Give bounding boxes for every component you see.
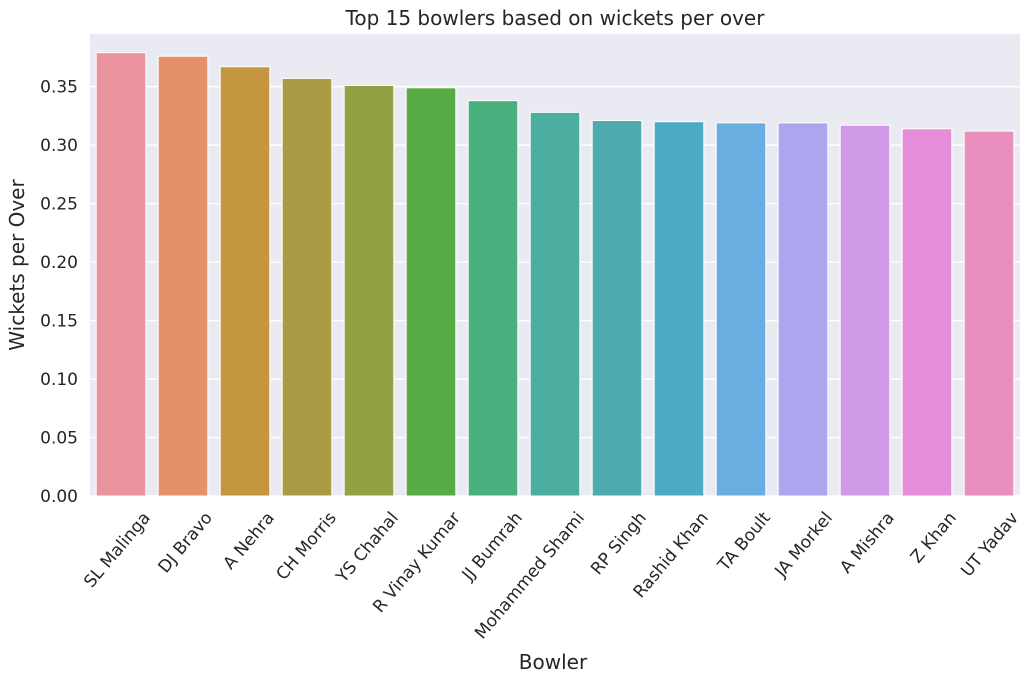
x-tick-label: DJ Bravo [155,508,217,577]
x-tick-label: TA Boult [714,508,775,576]
x-tick-label: A Nehra [220,508,279,573]
x-tick-label: JA Morkel [771,508,837,582]
y-tick-label: 0.35 [40,78,78,98]
bar-a-nehra [219,66,271,497]
bar-a-mishra [839,124,891,497]
bar-ta-boult [715,122,767,497]
x-axis-label: Bowler [519,650,588,674]
y-tick-label: 0.30 [40,136,78,156]
bar-dj-bravo [157,55,209,497]
bar-rp-singh [591,120,643,497]
chart-title: Top 15 bowlers based on wickets per over [345,6,766,30]
x-tick-label: Mohammed Shami [471,508,589,643]
x-tick-label: A Mishra [836,508,899,577]
y-tick-label: 0.10 [40,370,78,390]
bar-r-vinay-kumar [405,87,457,497]
bar-ys-chahal [343,84,395,497]
x-tick-label: Z Khan [907,508,961,567]
x-tick-label: JJ Bumrah [458,508,527,585]
x-tick-label: SL Malinga [80,508,155,591]
bar-ch-morris [281,77,333,497]
bar-z-khan [901,128,953,497]
x-tick-label: UT Yadav [957,508,1022,581]
x-tick-label: RP Singh [587,508,651,579]
y-axis-label: Wickets per Over [5,179,29,351]
y-tick-label: 0.05 [40,429,78,449]
y-tick-label: 0.25 [40,195,78,215]
y-tick-label: 0.20 [40,253,78,273]
y-tick-label: 0.00 [40,487,78,507]
bar-jj-bumrah [467,100,519,497]
y-tick-labels: 0.00 0.05 0.10 0.15 0.20 0.25 0.30 0.35 [40,78,78,507]
bar-ut-yadav [963,130,1015,497]
bar-ja-morkel [777,122,829,497]
bar-rashid-khan [653,121,705,497]
bar-sl-malinga [95,52,147,497]
bars [95,52,1015,497]
bar-mohammed-shami [529,111,581,497]
x-tick-label: CH Morris [273,508,341,584]
y-tick-label: 0.15 [40,312,78,332]
